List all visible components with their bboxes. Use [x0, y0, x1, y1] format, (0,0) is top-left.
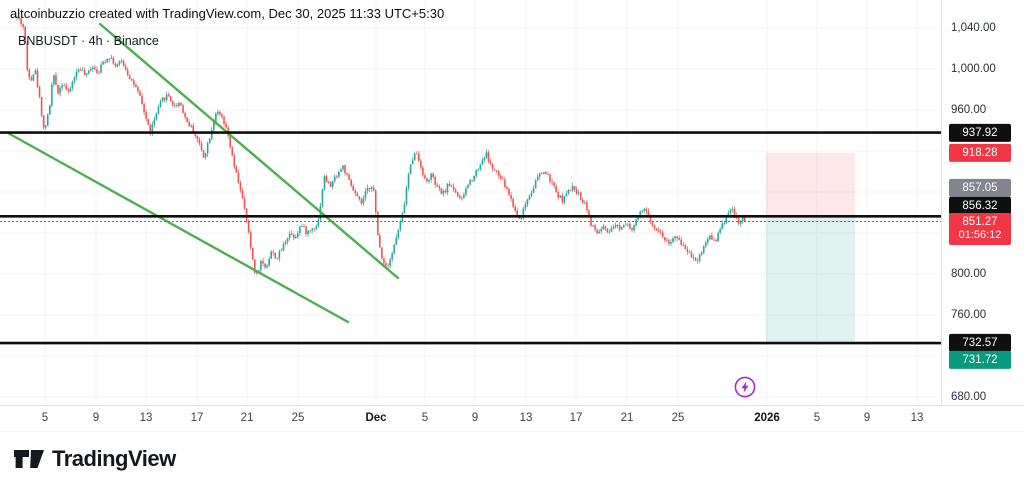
time-axis-label: 13 [910, 412, 924, 424]
price-level-badge: 732.57 [949, 333, 1011, 353]
candles-down [18, 16, 746, 276]
price-axis-label: 1,000.00 [951, 63, 996, 75]
time-axis-label: 17 [190, 412, 204, 424]
price-level-badge: 856.32 [949, 196, 1011, 215]
price-level-badge: 731.72 [949, 350, 1011, 370]
countdown-timer: 01:56:12 [958, 228, 1002, 241]
brand-text: TradingView [52, 446, 176, 471]
price-level-badge: 918.28 [949, 143, 1011, 162]
time-axis-label: 13 [519, 412, 533, 424]
time-axis-label: 5 [41, 412, 49, 424]
time-axis[interactable]: 5 9 13 17 21 25 Dec 5 9 13 17 21 25 2026 5 9 13 [0, 405, 1024, 432]
price-axis-label: 760.00 [951, 309, 987, 321]
time-axis-label: 9 [863, 412, 871, 424]
price-level-badge: 857.05 [949, 178, 1011, 198]
time-axis-label: 9 [92, 412, 100, 424]
chart-pane[interactable]: altcoinbuzzio created with TradingView.c… [0, 0, 941, 405]
time-axis-label: 5 [421, 412, 429, 424]
watermark-text: altcoinbuzzio created with TradingView.c… [10, 6, 445, 21]
time-axis-label: 13 [139, 412, 153, 424]
price-axis-label: 800.00 [951, 268, 987, 280]
price-axis-label: 960.00 [951, 104, 987, 116]
trendline[interactable] [98, 22, 400, 280]
price-axis-label: 1,040.00 [951, 22, 996, 34]
time-axis-label: 17 [569, 412, 583, 424]
event-lightning-icon[interactable] [734, 376, 756, 398]
price-axis[interactable]: 1,040.00 1,000.00 960.00 800.00 760.00 680.00… [941, 0, 1024, 405]
time-axis-label: 25 [671, 412, 685, 424]
symbol-legend[interactable]: BNBUSDT · 4h · Binance [18, 34, 159, 48]
position-reward-zone[interactable] [766, 215, 855, 344]
price-axis-label: 680.00 [951, 391, 987, 403]
candles-up [16, 15, 744, 274]
footer-bar: TradingView [0, 431, 1024, 487]
price-level-badge: 937.92 [949, 123, 1011, 143]
time-axis-label: 21 [240, 412, 254, 424]
trendline[interactable] [6, 131, 350, 324]
position-risk-zone[interactable] [766, 152, 855, 216]
candlestick-chart[interactable] [0, 0, 941, 405]
last-price-badge: 851.27 01:56:12 [949, 212, 1011, 245]
time-axis-label: 25 [291, 412, 305, 424]
time-axis-label: 9 [471, 412, 479, 424]
tradingview-logo-icon [14, 450, 44, 468]
time-axis-label: Dec [365, 412, 387, 424]
time-axis-label: 21 [620, 412, 634, 424]
tradingview-brand[interactable]: TradingView [14, 446, 176, 472]
time-axis-label: 5 [813, 412, 821, 424]
time-axis-label: 2026 [754, 412, 780, 424]
